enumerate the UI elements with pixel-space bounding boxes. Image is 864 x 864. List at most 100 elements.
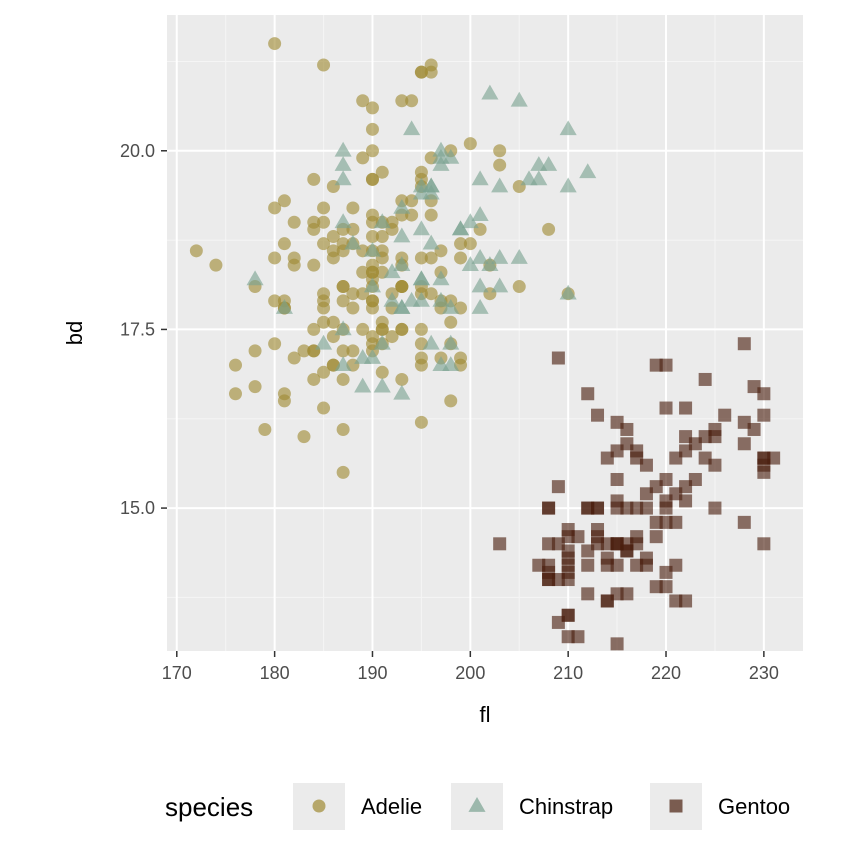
point-adelie [375, 230, 389, 244]
point-adelie [317, 58, 331, 72]
point-adelie [287, 251, 301, 265]
point-gentoo [551, 615, 565, 629]
point-adelie [209, 258, 223, 272]
point-gentoo [649, 580, 663, 594]
point-gentoo [669, 558, 683, 572]
point-adelie [365, 172, 379, 186]
point-adelie [189, 244, 203, 258]
point-adelie [277, 194, 291, 208]
point-adelie [277, 237, 291, 251]
point-chinstrap [403, 120, 421, 136]
point-gentoo [747, 380, 761, 394]
point-adelie [375, 365, 389, 379]
point-adelie [414, 65, 428, 79]
point-gentoo [551, 537, 565, 551]
point-gentoo [571, 630, 585, 644]
point-gentoo [708, 430, 722, 444]
point-chinstrap [393, 198, 411, 214]
point-gentoo [639, 501, 653, 515]
point-chinstrap [354, 377, 372, 393]
point-gentoo [600, 594, 614, 608]
point-chinstrap [393, 256, 411, 271]
data-points [189, 37, 781, 651]
x-tick-label: 200 [455, 663, 485, 683]
point-adelie [307, 372, 321, 386]
point-adelie [414, 165, 428, 179]
point-adelie [317, 315, 331, 329]
point-adelie [228, 358, 242, 372]
point-adelie [346, 201, 360, 215]
point-gentoo [679, 480, 693, 494]
point-adelie [365, 101, 379, 115]
point-gentoo [600, 558, 614, 572]
series-chinstrap [246, 84, 597, 400]
point-gentoo [542, 501, 556, 515]
x-tick-label: 220 [651, 663, 681, 683]
point-adelie [326, 315, 340, 329]
point-adelie [346, 287, 360, 301]
legend-label-chinstrap: Chinstrap [519, 794, 613, 819]
point-chinstrap [334, 156, 352, 171]
point-adelie [444, 394, 458, 408]
point-chinstrap [363, 277, 382, 293]
point-gentoo [630, 501, 644, 515]
y-tick-label: 20.0 [120, 141, 155, 161]
point-chinstrap [393, 298, 411, 314]
point-adelie [375, 322, 389, 336]
point-chinstrap [491, 177, 509, 193]
point-chinstrap [393, 384, 411, 400]
point-gentoo [591, 501, 605, 515]
point-gentoo [659, 565, 673, 579]
point-chinstrap [442, 334, 460, 350]
point-adelie [414, 351, 428, 365]
point-chinstrap [461, 213, 479, 229]
point-gentoo [591, 408, 605, 422]
point-chinstrap [491, 248, 509, 264]
point-gentoo [669, 487, 683, 501]
point-adelie [463, 237, 477, 251]
point-adelie [277, 394, 291, 408]
point-gentoo [630, 444, 644, 458]
point-adelie [268, 37, 282, 51]
point-chinstrap [471, 248, 489, 264]
y-tick-label: 17.5 [120, 319, 155, 339]
point-gentoo [551, 573, 565, 587]
point-gentoo [551, 351, 565, 365]
point-chinstrap [432, 148, 450, 164]
point-gentoo [659, 358, 673, 372]
legend: species Adelie Chinstrap Gentoo [165, 783, 790, 830]
point-adelie [336, 422, 350, 436]
point-adelie [336, 294, 350, 308]
point-adelie [317, 294, 331, 308]
point-adelie [356, 265, 370, 279]
point-adelie [336, 465, 350, 479]
point-gentoo [757, 387, 771, 401]
point-chinstrap [559, 284, 577, 300]
x-tick-label: 210 [553, 663, 583, 683]
point-chinstrap [530, 170, 548, 186]
point-adelie [385, 330, 399, 344]
point-adelie [268, 201, 282, 215]
point-gentoo [610, 472, 624, 486]
point-adelie [258, 422, 272, 436]
point-gentoo [561, 558, 575, 572]
point-adelie [414, 415, 428, 429]
point-gentoo [610, 587, 624, 601]
point-gentoo [698, 451, 712, 465]
point-gentoo [679, 494, 693, 508]
point-chinstrap [334, 320, 352, 336]
point-chinstrap [432, 291, 450, 307]
point-gentoo [610, 501, 624, 515]
point-chinstrap [383, 291, 401, 307]
point-chinstrap [461, 256, 479, 271]
legend-key-triangle [468, 797, 486, 812]
point-adelie [336, 280, 350, 294]
point-adelie [336, 344, 350, 358]
point-adelie [365, 294, 379, 308]
point-gentoo [659, 472, 673, 486]
x-tick-label: 190 [357, 663, 387, 683]
point-gentoo [620, 537, 634, 551]
legend-label-adelie: Adelie [361, 794, 422, 819]
point-chinstrap [363, 241, 382, 257]
point-adelie [356, 94, 370, 108]
